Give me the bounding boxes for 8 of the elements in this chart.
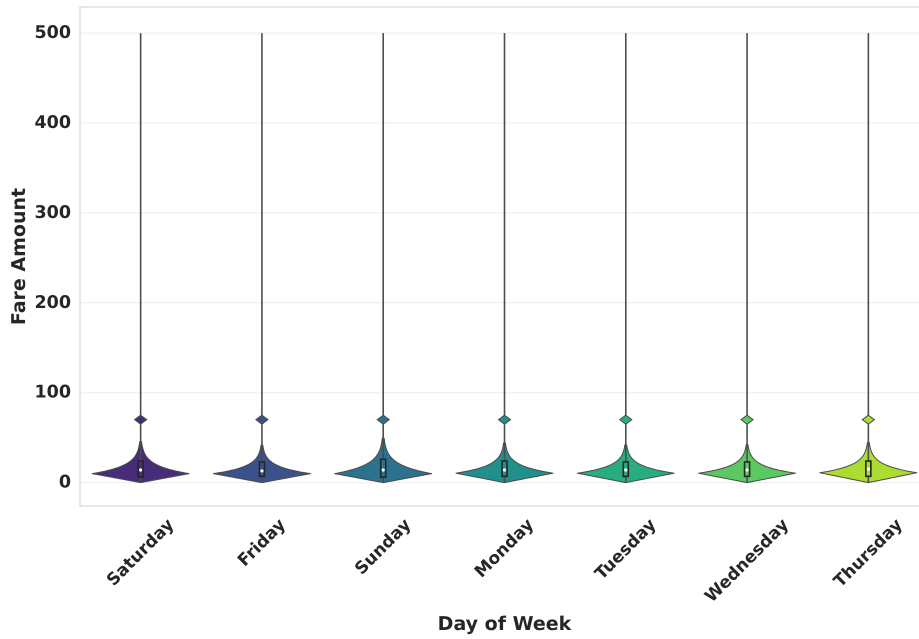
y-tick-label: 500 xyxy=(34,23,71,44)
y-axis-title: Fare Amount xyxy=(8,188,30,326)
y-tick-label: 200 xyxy=(34,292,71,313)
y-tick-label: 300 xyxy=(34,202,71,223)
y-tick-label: 0 xyxy=(58,472,71,493)
y-tick-label: 100 xyxy=(34,382,71,403)
y-tick-label: 400 xyxy=(34,112,71,133)
x-axis-title: Day of Week xyxy=(438,613,572,635)
